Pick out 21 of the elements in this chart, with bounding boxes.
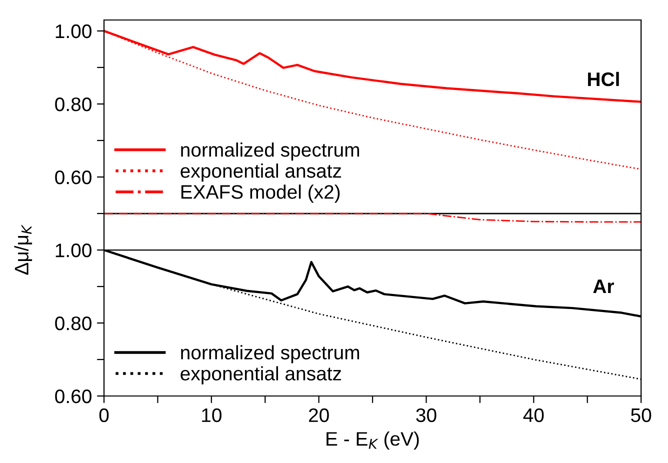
legend-label: exponential ansatz xyxy=(180,164,342,182)
annotation: Ar xyxy=(593,280,614,294)
x-tick-label: 40 xyxy=(523,408,544,422)
legend-label: normalized spectrum xyxy=(181,345,360,364)
annotation: HCl xyxy=(588,72,619,86)
x-axis-title: E - E$_{K}$ (eV) xyxy=(326,431,419,450)
x-tick-label: 50 xyxy=(631,408,652,422)
x-tick-label: 30 xyxy=(416,408,436,422)
y-tick-label: 1.00 xyxy=(56,24,92,38)
y-axis-title: Δμ/μ$_{K}$ xyxy=(14,224,32,275)
y-tick-label: 1.00 xyxy=(56,243,92,258)
x-tick-label: 20 xyxy=(309,408,329,422)
y-tick-label: 0.80 xyxy=(55,97,92,112)
y-tick-label: 0.60 xyxy=(55,170,92,184)
legend-label: normalized spectrum xyxy=(181,142,360,161)
legend-label: exponential ansatz xyxy=(180,366,342,384)
legend-label: EXAFS model (x2) xyxy=(181,184,340,203)
x-tick-label: 10 xyxy=(202,408,222,422)
y-tick-label: 0.60 xyxy=(55,389,92,404)
y-tick-label: 0.80 xyxy=(55,316,92,330)
x-tick-label: 0 xyxy=(99,408,109,422)
